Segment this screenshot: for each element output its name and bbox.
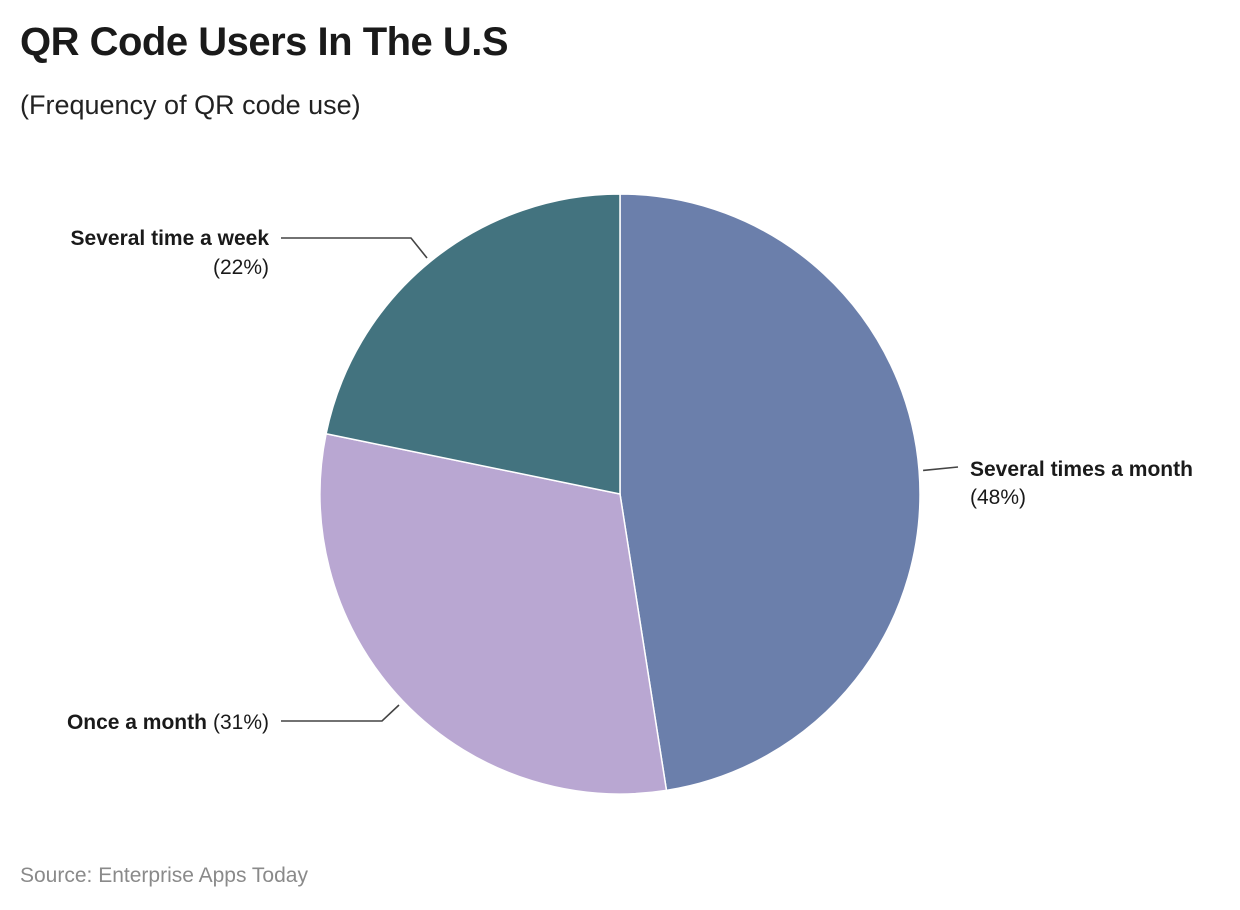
source-note: Source: Enterprise Apps Today: [20, 864, 308, 887]
pie-slice-several-time-a-week: [325, 193, 621, 495]
leader-line-several-times-a-month: [923, 466, 959, 472]
pie-slices: [319, 193, 921, 795]
pie-slice-several-times-a-month: [619, 193, 921, 792]
slice-label-several-times-a-month: Several times a month: [970, 458, 1193, 481]
chart-subtitle: (Frequency of QR code use): [20, 90, 361, 120]
leader-line-once-a-month: [281, 704, 400, 722]
slice-label-once-a-month: Once a month: [67, 711, 207, 734]
slice-value-several-time-a-week: (22%): [213, 256, 269, 279]
slice-label-once-a-month-line: Once a month (31%): [67, 711, 269, 734]
pie-slice-once-a-month: [319, 432, 668, 795]
slice-label-several-time-a-week: Several time a week: [71, 227, 270, 250]
slice-value-several-times-a-month: (48%): [970, 486, 1026, 509]
leader-lines: [281, 237, 959, 722]
slice-value-once-a-month: (31%): [213, 711, 269, 734]
leader-line-several-time-a-week: [281, 237, 428, 259]
chart-title: QR Code Users In The U.S: [20, 20, 509, 64]
